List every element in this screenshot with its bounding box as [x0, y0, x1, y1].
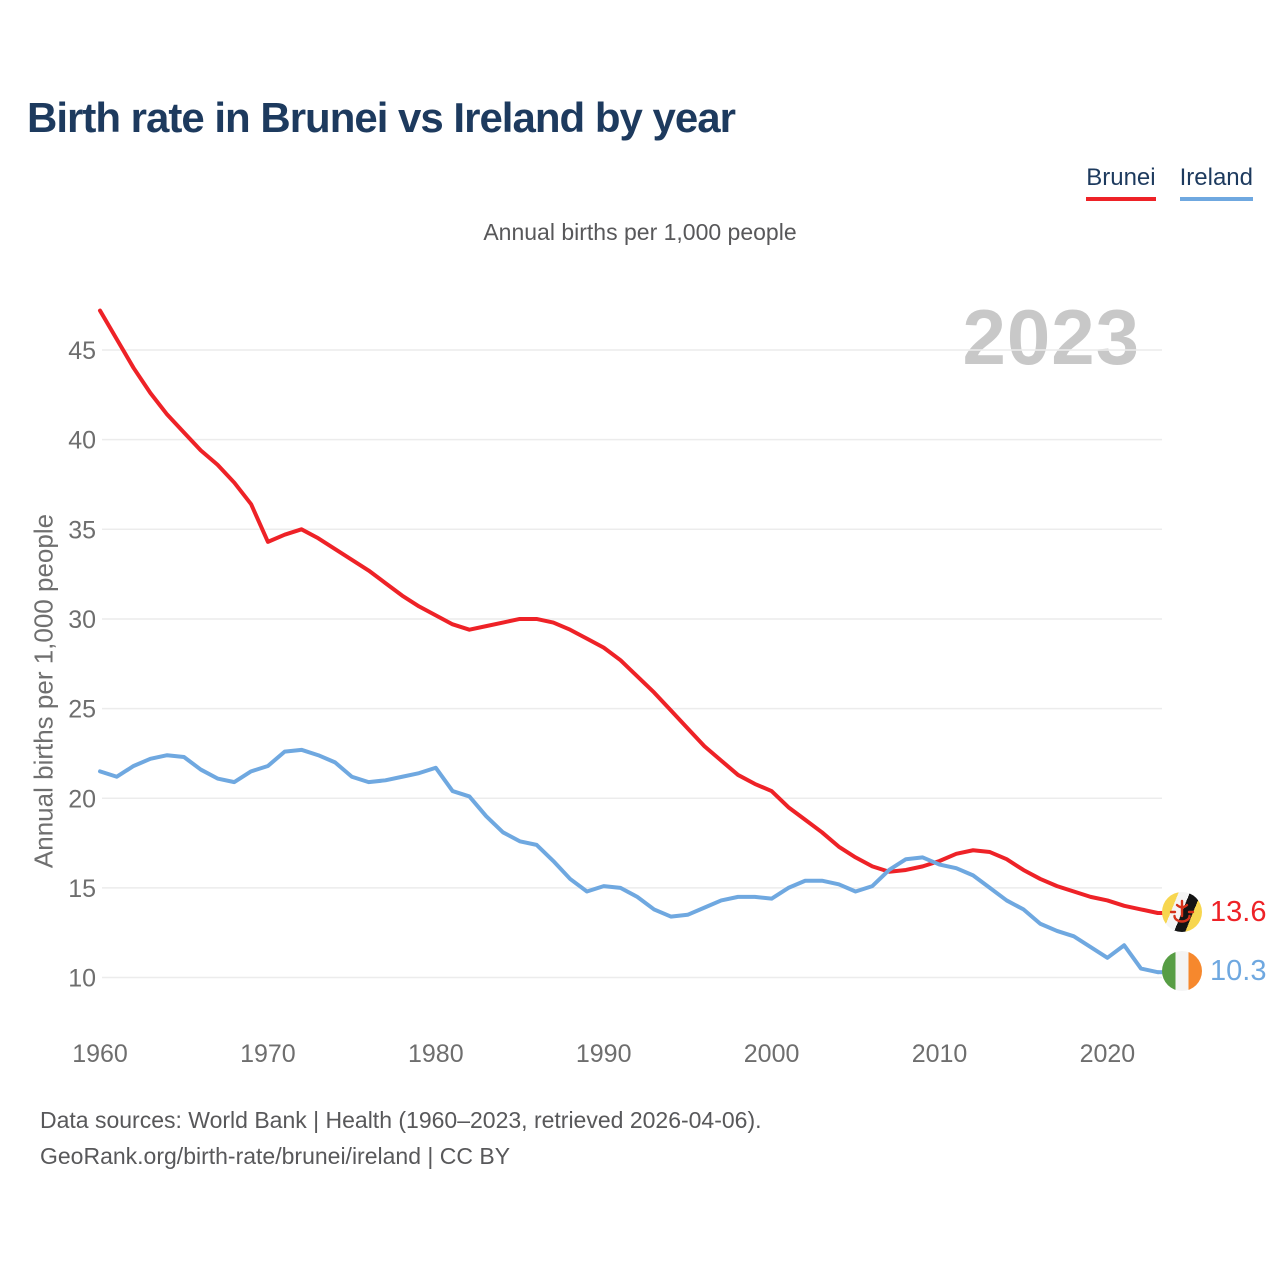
svg-text:15: 15: [68, 875, 96, 903]
brunei-flag-icon: [1162, 892, 1202, 932]
svg-text:20: 20: [68, 785, 96, 813]
brunei-end-value: 13.6: [1210, 895, 1267, 928]
legend: Brunei Ireland: [1086, 164, 1253, 201]
svg-text:2000: 2000: [744, 1040, 800, 1068]
svg-text:1980: 1980: [408, 1040, 464, 1068]
svg-text:10: 10: [68, 965, 96, 993]
footer-attribution: GeoRank.org/birth-rate/brunei/ireland | …: [40, 1143, 511, 1169]
end-label-brunei: 13.6: [1162, 892, 1266, 932]
page-title: Birth rate in Brunei vs Ireland by year: [27, 94, 736, 141]
svg-text:30: 30: [68, 606, 96, 634]
svg-text:1960: 1960: [72, 1040, 128, 1068]
svg-text:1990: 1990: [576, 1040, 632, 1068]
svg-text:1970: 1970: [240, 1040, 296, 1068]
end-label-ireland: 10.3: [1162, 951, 1266, 991]
svg-text:45: 45: [68, 337, 96, 365]
legend-item-ireland[interactable]: Ireland: [1179, 164, 1253, 201]
footer: Data sources: World Bank | Health (1960–…: [40, 1102, 762, 1174]
year-watermark: 2023: [962, 293, 1140, 381]
ireland-flag-icon: [1162, 951, 1202, 991]
legend-item-brunei[interactable]: Brunei: [1086, 164, 1156, 201]
svg-text:25: 25: [68, 696, 96, 724]
footer-sources: Data sources: World Bank | Health (1960–…: [40, 1107, 762, 1133]
svg-text:35: 35: [68, 516, 96, 544]
svg-text:2020: 2020: [1080, 1040, 1136, 1068]
svg-text:40: 40: [68, 427, 96, 455]
chart-subtitle: Annual births per 1,000 people: [483, 219, 797, 245]
svg-text:2010: 2010: [912, 1040, 968, 1068]
ireland-end-value: 10.3: [1210, 954, 1267, 987]
